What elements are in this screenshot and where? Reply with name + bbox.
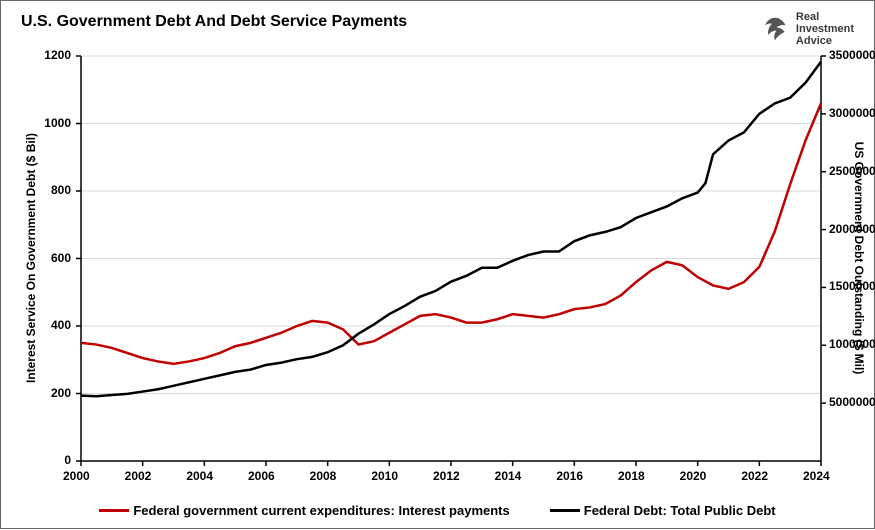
x-tick: 2010 [371, 469, 398, 483]
x-tick: 2012 [433, 469, 460, 483]
x-tick: 2022 [741, 469, 768, 483]
legend-swatch-interest [99, 509, 129, 512]
y-left-axis-label: Interest Service On Government Debt ($ B… [24, 128, 38, 388]
y-left-tick: 200 [51, 386, 71, 400]
legend: Federal government current expenditures:… [1, 503, 874, 518]
y-right-tick: 15000000 [829, 279, 875, 293]
x-tick: 2002 [125, 469, 152, 483]
y-left-tick: 1000 [44, 116, 71, 130]
legend-label-interest: Federal government current expenditures:… [133, 503, 509, 518]
plot-area [1, 1, 875, 530]
y-left-tick: 800 [51, 183, 71, 197]
legend-item-debt: Federal Debt: Total Public Debt [550, 503, 776, 518]
y-left-tick: 600 [51, 251, 71, 265]
y-left-tick: 1200 [44, 48, 71, 62]
x-tick: 2020 [680, 469, 707, 483]
legend-swatch-debt [550, 509, 580, 512]
x-tick: 2024 [803, 469, 830, 483]
chart-container: U.S. Government Debt And Debt Service Pa… [0, 0, 875, 529]
x-tick: 2016 [556, 469, 583, 483]
y-right-tick: 25000000 [829, 164, 875, 178]
y-right-tick: 35000000 [829, 48, 875, 62]
y-right-tick: 20000000 [829, 222, 875, 236]
x-tick: 2004 [186, 469, 213, 483]
x-tick: 2014 [495, 469, 522, 483]
y-right-tick: 10000000 [829, 337, 875, 351]
x-tick: 2008 [310, 469, 337, 483]
y-left-tick: 400 [51, 318, 71, 332]
y-left-tick: 0 [64, 453, 71, 467]
x-tick: 2006 [248, 469, 275, 483]
y-right-tick: 5000000 [829, 395, 875, 409]
y-right-tick: 30000000 [829, 106, 875, 120]
x-tick: 2018 [618, 469, 645, 483]
legend-item-interest: Federal government current expenditures:… [99, 503, 509, 518]
x-tick: 2000 [63, 469, 90, 483]
legend-label-debt: Federal Debt: Total Public Debt [584, 503, 776, 518]
